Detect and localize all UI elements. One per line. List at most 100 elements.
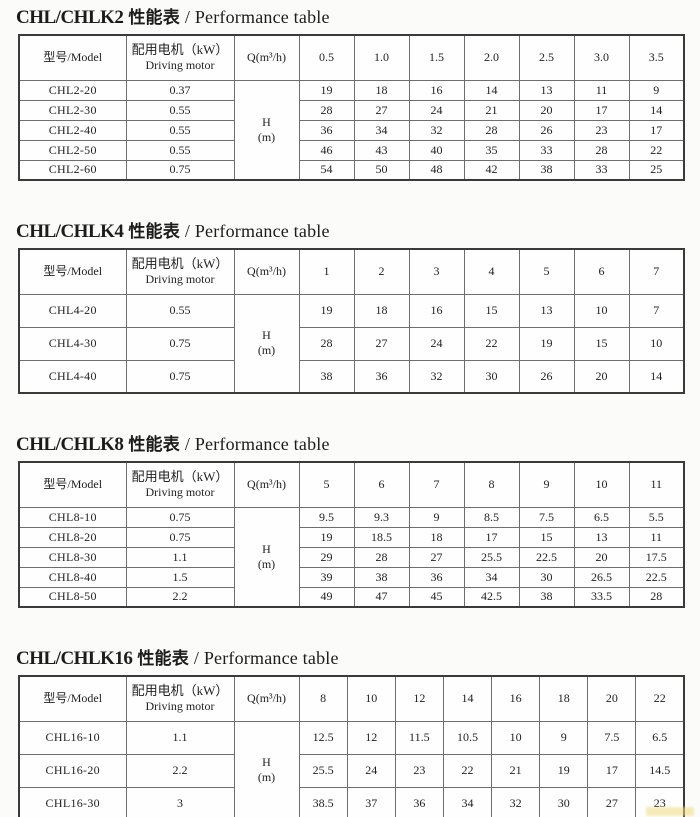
table-row: CHL8-30 1.1 29 28 27 25.5 22.5 20 17.5 xyxy=(18,546,685,568)
model-cell: CHL4-40 xyxy=(18,359,127,394)
flow-rate-header: 5 xyxy=(298,461,355,508)
head-value-cell: 19 xyxy=(298,526,355,548)
table-row: CHL2-30 0.55 28 27 24 21 20 17 14 xyxy=(18,99,685,121)
model-cell: CHL8-20 xyxy=(18,526,127,548)
head-value-cell: 28 xyxy=(298,326,355,361)
column-header-motor: 配用电机（kW） Driving motor xyxy=(125,461,235,508)
head-value-cell: 38 xyxy=(298,359,355,394)
head-value-cell: 26 xyxy=(518,359,575,394)
head-value-cell: 11.5 xyxy=(394,720,444,755)
motor-power-cell: 1.1 xyxy=(125,546,235,568)
model-cell: CHL2-30 xyxy=(18,99,127,121)
head-value-cell: 42 xyxy=(463,159,520,181)
flow-rate-header: 1.5 xyxy=(408,34,465,81)
head-value-cell: 27 xyxy=(587,786,637,817)
motor-power-cell: 0.55 xyxy=(125,293,235,328)
section-title: CHL/CHLK2 性能表 / Performance table xyxy=(16,0,700,29)
head-value-cell: 19 xyxy=(298,79,355,101)
flow-rate-header: 7 xyxy=(408,461,465,508)
motor-power-cell: 0.75 xyxy=(125,526,235,548)
column-header-flow-q: Q(m³/h) xyxy=(233,675,300,722)
table-row: CHL16-20 2.2 25.5 24 23 22 21 19 17 14.5 xyxy=(18,753,685,788)
head-value-cell: 22 xyxy=(463,326,520,361)
head-value-cell: 26 xyxy=(518,119,575,141)
column-header-motor: 配用电机（kW） Driving motor xyxy=(125,248,235,295)
head-value-cell: 22.5 xyxy=(518,546,575,568)
head-merged-cell: H (m) xyxy=(233,720,300,817)
flow-rate-header: 10 xyxy=(573,461,630,508)
head-value-cell: 32 xyxy=(408,119,465,141)
flow-rate-header: 22 xyxy=(635,675,685,722)
head-value-cell: 6.5 xyxy=(635,720,685,755)
head-value-cell: 24 xyxy=(346,753,396,788)
head-value-cell: 21 xyxy=(463,99,520,121)
series-name: CHL/CHLK16 xyxy=(16,648,133,669)
head-value-cell: 17.5 xyxy=(628,546,685,568)
head-value-cell: 20 xyxy=(573,359,630,394)
flow-rate-header: 9 xyxy=(518,461,575,508)
head-value-cell: 17 xyxy=(463,526,520,548)
motor-power-cell: 0.37 xyxy=(125,79,235,101)
head-value-cell: 38 xyxy=(518,586,575,608)
flow-rate-header: 7 xyxy=(628,248,685,295)
table-row: CHL2-50 0.55 46 43 40 35 33 28 22 xyxy=(18,139,685,161)
head-value-cell: 10 xyxy=(573,293,630,328)
head-value-cell: 15 xyxy=(573,326,630,361)
column-header-model: 型号/Model xyxy=(18,461,127,508)
head-value-cell: 33.5 xyxy=(573,586,630,608)
head-value-cell: 47 xyxy=(353,586,410,608)
model-cell: CHL8-10 xyxy=(18,506,127,528)
head-value-cell: 27 xyxy=(408,546,465,568)
head-value-cell: 34 xyxy=(463,566,520,588)
head-value-cell: 38 xyxy=(518,159,575,181)
flow-rate-header: 2.5 xyxy=(518,34,575,81)
head-merged-cell: H (m) xyxy=(233,293,300,394)
motor-power-cell: 0.75 xyxy=(125,326,235,361)
motor-label-english: Driving motor xyxy=(145,272,215,287)
flow-rate-header: 11 xyxy=(628,461,685,508)
performance-table: 型号/Model 配用电机（kW） Driving motor Q(m³/h) 1 2 3 4… xyxy=(18,248,685,394)
series-name: CHL/CHLK2 xyxy=(16,7,124,28)
head-value-cell: 39 xyxy=(298,566,355,588)
head-value-cell: 30 xyxy=(539,786,589,817)
head-value-cell: 34 xyxy=(442,786,493,817)
table-row: CHL16-10 1.1 H (m) 12.5 12 11.5 10.5 10 9 7.5 6.5 xyxy=(18,720,685,817)
title-chinese: 性能表 xyxy=(128,222,180,241)
flow-rate-header: 3.5 xyxy=(628,34,685,81)
motor-power-cell: 0.75 xyxy=(125,359,235,394)
section-title: CHL/CHLK4 性能表 / Performance table xyxy=(16,220,700,243)
performance-section-chlk16: CHL/CHLK16 性能表 / Performance table 型号/Mo… xyxy=(0,647,700,817)
motor-power-cell: 0.55 xyxy=(125,139,235,161)
head-value-cell: 9 xyxy=(628,79,685,101)
head-value-cell: 54 xyxy=(298,159,355,181)
head-value-cell: 8.5 xyxy=(463,506,520,528)
head-value-cell: 49 xyxy=(298,586,355,608)
head-value-cell: 26.5 xyxy=(573,566,630,588)
head-value-cell: 28 xyxy=(353,546,410,568)
motor-power-cell: 2.2 xyxy=(125,586,235,608)
head-value-cell: 14 xyxy=(628,359,685,394)
flow-rate-header: 1.0 xyxy=(353,34,410,81)
head-value-cell: 36 xyxy=(408,566,465,588)
flow-rate-header: 10 xyxy=(346,675,396,722)
column-header-motor: 配用电机（kW） Driving motor xyxy=(125,675,235,722)
head-value-cell: 5.5 xyxy=(628,506,685,528)
head-value-cell: 9.5 xyxy=(298,506,355,528)
head-value-cell: 10.5 xyxy=(442,720,493,755)
head-value-cell: 33 xyxy=(573,159,630,181)
flow-rate-header: 0.5 xyxy=(298,34,355,81)
model-cell: CHL2-50 xyxy=(18,139,127,161)
model-cell: CHL4-30 xyxy=(18,326,127,361)
head-value-cell: 33 xyxy=(518,139,575,161)
motor-label-english: Driving motor xyxy=(145,485,215,500)
head-value-cell: 12.5 xyxy=(298,720,348,755)
flow-rate-header: 20 xyxy=(587,675,637,722)
table-row: CHL8-50 2.2 49 47 45 42.5 38 33.5 28 xyxy=(18,586,685,608)
series-name: CHL/CHLK8 xyxy=(16,434,124,455)
performance-section-chlk8: CHL/CHLK8 性能表 / Performance table 型号/Mod… xyxy=(0,433,700,608)
table-row: CHL4-20 0.55 H (m) 19 18 16 15 13 10 7 xyxy=(18,293,685,394)
model-cell: CHL2-20 xyxy=(18,79,127,101)
head-value-cell: 14.5 xyxy=(635,753,685,788)
head-value-cell: 7.5 xyxy=(518,506,575,528)
